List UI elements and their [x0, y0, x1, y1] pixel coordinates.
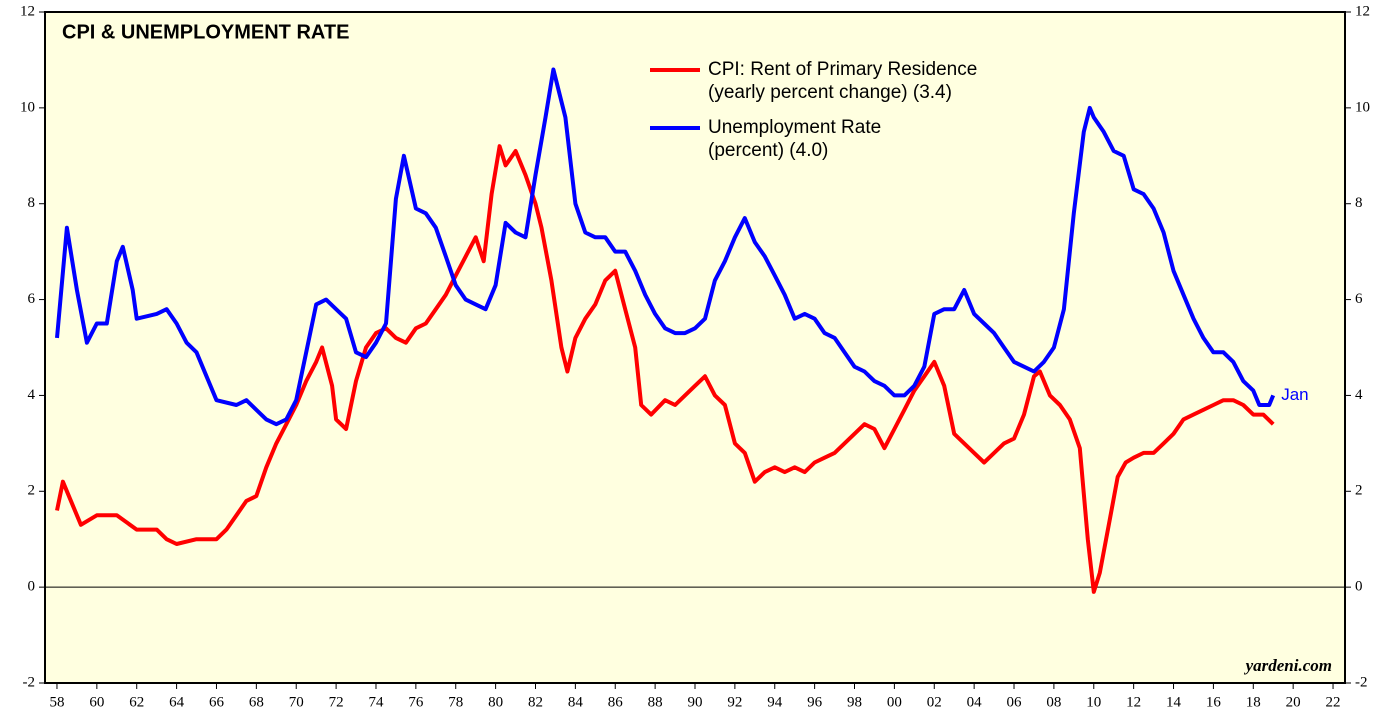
y-tick-label: 8 [28, 195, 36, 211]
x-tick-label: 10 [1086, 694, 1101, 710]
y-tick-label: 2 [28, 483, 36, 499]
x-tick-label: 58 [49, 694, 64, 710]
x-tick-label: 80 [488, 694, 503, 710]
y2-tick-label: 12 [1355, 3, 1370, 19]
x-tick-label: 60 [89, 694, 104, 710]
legend-label: (yearly percent change) (3.4) [708, 82, 952, 103]
y2-tick-label: 4 [1355, 387, 1363, 403]
x-tick-label: 68 [249, 694, 264, 710]
y-tick-label: 6 [28, 291, 36, 307]
x-tick-label: 08 [1046, 694, 1061, 710]
source: yardeni.com [1244, 656, 1332, 675]
y2-tick-label: -2 [1355, 674, 1368, 690]
x-tick-label: 90 [688, 694, 703, 710]
y2-tick-label: 10 [1355, 99, 1370, 115]
x-tick-label: 74 [368, 694, 384, 710]
annotation: Jan [1281, 385, 1308, 404]
line [55, 144, 1275, 594]
x-tick-label: 62 [129, 694, 144, 710]
x-tick-label: 94 [767, 694, 783, 710]
x-tick-label: 22 [1326, 694, 1341, 710]
x-tick-label: 18 [1246, 694, 1261, 710]
x-tick-label: 66 [209, 694, 225, 710]
x-tick-label: 04 [967, 694, 983, 710]
x-tick-label: 00 [887, 694, 902, 710]
y2-tick-label: 2 [1355, 483, 1363, 499]
x-tick-label: 14 [1166, 694, 1182, 710]
y2-tick-label: 0 [1355, 579, 1363, 595]
x-tick-label: 12 [1126, 694, 1141, 710]
x-tick-label: 86 [608, 694, 624, 710]
line [55, 67, 1276, 427]
x-tick-label: 82 [528, 694, 543, 710]
x-tick-label: 78 [448, 694, 463, 710]
legend-label: Unemployment Rate [708, 117, 881, 138]
legend-label: CPI: Rent of Primary Residence [708, 59, 977, 80]
legend-label: (percent) (4.0) [708, 140, 828, 161]
y-tick-label: 4 [28, 387, 36, 403]
y-tick-label: -2 [23, 674, 36, 690]
y-tick-label: 0 [28, 579, 36, 595]
y2-tick-label: 6 [1355, 291, 1363, 307]
x-tick-label: 70 [289, 694, 304, 710]
x-tick-label: 88 [648, 694, 663, 710]
y-tick-label: 10 [20, 99, 35, 115]
x-tick-label: 16 [1206, 694, 1222, 710]
x-tick-label: 84 [568, 694, 584, 710]
x-tick-label: 02 [927, 694, 942, 710]
x-tick-label: 96 [807, 694, 823, 710]
plot-area [44, 11, 1346, 684]
x-tick-label: 20 [1286, 694, 1301, 710]
x-tick-label: 72 [329, 694, 344, 710]
x-tick-label: 64 [169, 694, 185, 710]
y-tick-label: 12 [20, 3, 35, 19]
chart-title: CPI & UNEMPLOYMENT RATE [62, 21, 349, 43]
x-tick-label: 06 [1007, 694, 1023, 710]
y2-tick-label: 8 [1355, 195, 1363, 211]
x-tick-label: 92 [727, 694, 742, 710]
x-tick-label: 76 [408, 694, 424, 710]
x-tick-label: 98 [847, 694, 862, 710]
